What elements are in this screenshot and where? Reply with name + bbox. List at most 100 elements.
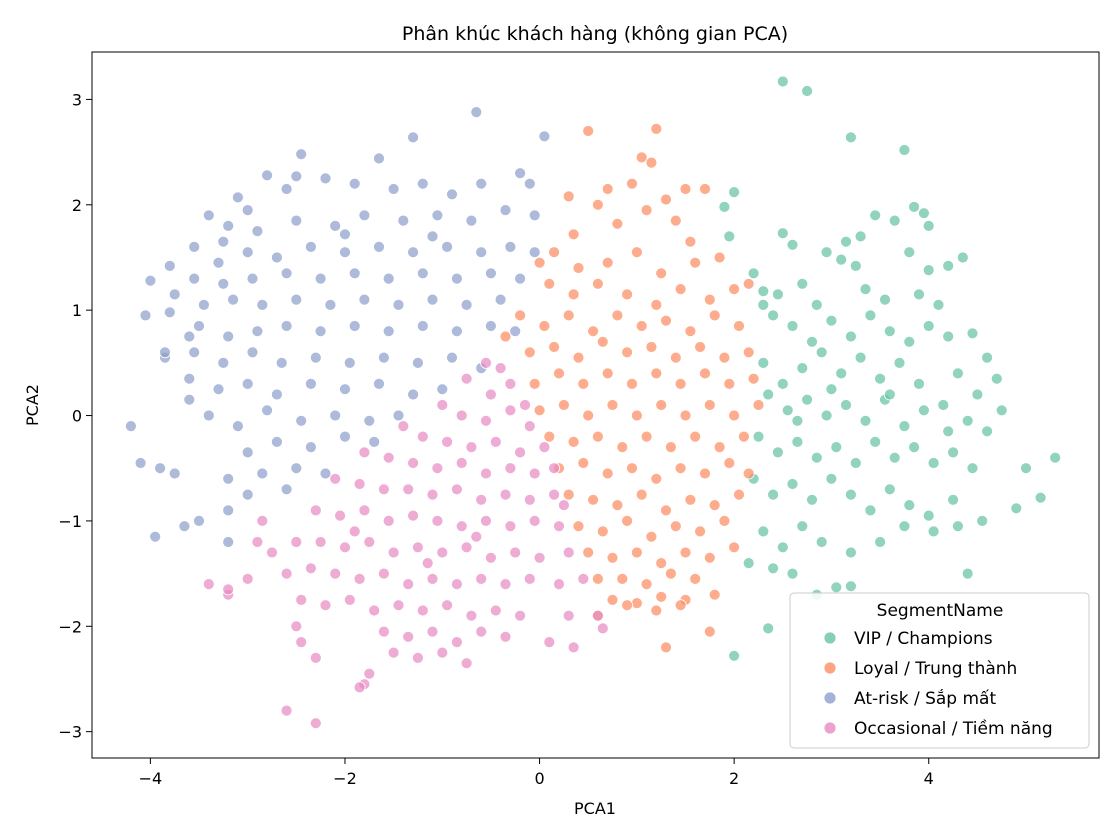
data-point: [387, 183, 400, 195]
data-point: [319, 467, 332, 480]
data-point: [455, 409, 468, 422]
data-point: [927, 457, 940, 469]
data-point: [431, 515, 444, 527]
data-point: [592, 198, 604, 211]
data-point: [601, 256, 614, 269]
data-point: [918, 207, 930, 220]
data-point: [222, 219, 235, 232]
data-point: [947, 446, 959, 459]
data-point: [222, 504, 235, 517]
data-point: [392, 599, 405, 612]
data-point: [742, 557, 755, 569]
data-point: [796, 362, 809, 375]
data-point: [324, 298, 337, 311]
data-point: [742, 467, 755, 480]
y-tick-label: 3: [72, 90, 82, 109]
data-point: [694, 341, 706, 353]
data-point: [655, 590, 668, 603]
data-point: [261, 404, 274, 417]
data-point: [533, 404, 546, 417]
data-point: [421, 557, 434, 569]
data-point: [251, 536, 264, 548]
data-point: [558, 399, 570, 411]
data-point: [640, 204, 653, 217]
data-point: [475, 177, 488, 190]
data-point: [655, 399, 668, 411]
data-point: [368, 604, 381, 617]
data-point: [241, 573, 254, 585]
data-point: [825, 472, 838, 485]
legend-marker: [823, 721, 837, 735]
data-point: [217, 356, 230, 369]
data-point: [358, 504, 371, 517]
data-point: [523, 177, 536, 190]
data-point: [621, 346, 633, 359]
data-point: [966, 327, 979, 340]
data-point: [450, 272, 463, 285]
data-point: [699, 467, 711, 480]
data-point: [183, 393, 196, 406]
data-point: [343, 356, 356, 369]
data-point: [523, 420, 536, 433]
data-point: [270, 251, 283, 264]
data-point: [241, 488, 254, 501]
data-point: [407, 457, 420, 469]
data-point: [295, 636, 308, 648]
data-point: [217, 235, 230, 248]
data-point: [981, 351, 993, 364]
data-point: [202, 578, 215, 590]
data-point: [548, 246, 560, 259]
data-point: [431, 209, 444, 222]
data-point: [553, 578, 565, 590]
data-point: [509, 546, 522, 559]
data-point: [441, 240, 454, 253]
x-tick-label: −4: [139, 769, 163, 788]
data-point: [533, 256, 546, 269]
legend: SegmentName VIP / Champions Loyal / Trung…: [789, 592, 1090, 749]
data-point: [883, 388, 896, 401]
y-tick-label: 1: [72, 301, 82, 320]
data-point: [436, 383, 449, 396]
data-point: [645, 156, 658, 169]
data-point: [942, 425, 955, 438]
data-point: [363, 414, 376, 427]
data-point: [776, 377, 789, 390]
data-point: [660, 641, 672, 654]
data-point: [874, 372, 886, 385]
data-point: [183, 330, 196, 343]
data-point: [631, 409, 643, 422]
data-point: [684, 325, 697, 338]
data-point: [752, 430, 765, 443]
data-point: [450, 636, 463, 648]
data-point: [728, 186, 740, 199]
data-point: [820, 246, 833, 259]
data-point: [329, 219, 342, 232]
data-point: [976, 515, 989, 527]
data-point: [796, 277, 809, 290]
data-point: [280, 320, 293, 332]
data-point: [339, 246, 351, 259]
data-point: [845, 488, 857, 501]
data-point: [523, 493, 536, 506]
data-point: [728, 283, 740, 296]
data-point: [494, 362, 507, 375]
data-point: [801, 85, 813, 97]
data-point: [747, 372, 760, 385]
data-point: [708, 499, 721, 512]
data-point: [266, 546, 278, 559]
data-point: [864, 504, 877, 517]
data-point: [694, 525, 706, 538]
data-point: [660, 193, 672, 206]
data-point: [484, 551, 497, 564]
data-point: [830, 581, 843, 594]
data-point: [212, 256, 225, 269]
data-point: [373, 377, 385, 390]
data-point: [339, 430, 351, 443]
data-point: [280, 483, 293, 496]
data-point: [519, 399, 531, 411]
data-point: [582, 546, 595, 559]
data-point: [888, 214, 901, 227]
data-point: [382, 325, 395, 338]
data-point: [304, 441, 317, 454]
data-point: [183, 372, 196, 385]
